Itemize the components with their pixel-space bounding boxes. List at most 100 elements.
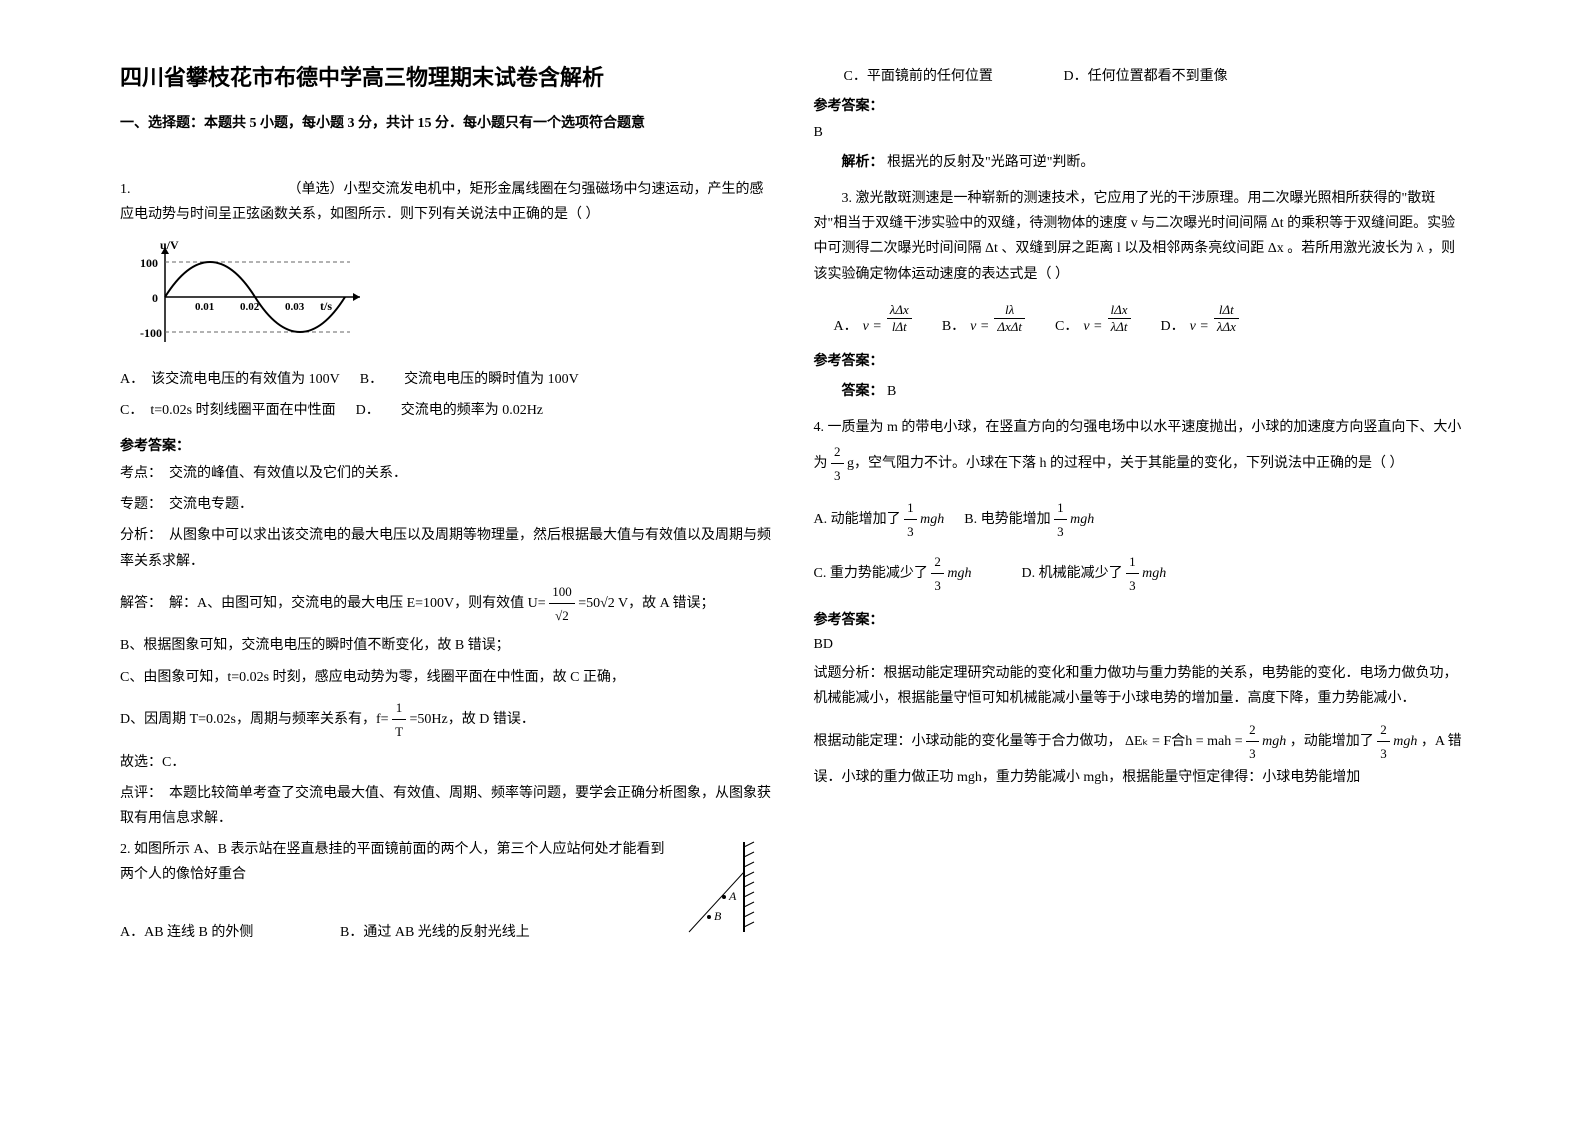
q4-optA: A. 动能增加了 13 mgh bbox=[814, 496, 945, 544]
line2-eq: ΔEₖ = F合h = mah = bbox=[1125, 734, 1243, 749]
chart-ylabel: u/V bbox=[160, 238, 179, 252]
question-1: 1. （单选）小型交流发电机中，矩形金属线圈在匀强磁场中匀速运动，产生的感应电动… bbox=[120, 177, 774, 423]
opt-label: B． bbox=[942, 315, 965, 335]
frac-den: λΔx bbox=[1214, 319, 1239, 335]
q4-analysis: 试题分析：根据动能定理研究动能的变化和重力做功与重力势能的关系，电势能的变化．电… bbox=[814, 661, 1468, 790]
q1-answer-label: 参考答案： bbox=[120, 435, 774, 455]
q1-lineD-post: =50Hz，故 D 错误． bbox=[410, 712, 535, 727]
right-column: C．平面镜前的任何位置 D．任何位置都看不到重像 参考答案： B 解析： 根据光… bbox=[794, 60, 1488, 1082]
q1-jieda-post: V，故 A 错误； bbox=[618, 596, 714, 611]
q1-optD: D． 交流电的频率为 0.02Hz bbox=[356, 398, 543, 423]
label-B: B bbox=[714, 909, 722, 923]
q4-number: 4. bbox=[814, 420, 825, 435]
opt-label: D． bbox=[1161, 315, 1185, 335]
frac-den: 3 bbox=[1377, 742, 1390, 765]
q1-lineD: D、因周期 T=0.02s，周期与频率关系有，f= 1 T =50Hz，故 D … bbox=[120, 696, 774, 744]
opt-pre: A. 动能增加了 bbox=[814, 512, 901, 527]
q1-jieda-A: 解答： 解：A、由图可知，交流电的最大电压 E=100V，则有效值 U= 100… bbox=[120, 580, 774, 628]
q2-text: 如图所示 A、B 表示站在竖直悬挂的平面镜前面的两个人，第三个人应站何处才能看到… bbox=[120, 842, 664, 882]
q3-answer: B bbox=[887, 384, 896, 399]
frac-num: 2 bbox=[1246, 718, 1259, 742]
frac-den: λΔt bbox=[1108, 319, 1131, 335]
opt-post: mgh bbox=[920, 512, 944, 527]
frac-den: 3 bbox=[1126, 574, 1139, 597]
frac-num: 1 bbox=[1054, 496, 1067, 520]
chart-xtick1: 0.01 bbox=[195, 301, 214, 313]
point-B bbox=[707, 915, 711, 919]
q1-jieda-frac: 100 √2 bbox=[549, 580, 575, 628]
q1-lineD-frac: 1 T bbox=[392, 696, 406, 744]
q2-optB: B．通过 AB 光线的反射光线上 bbox=[340, 920, 530, 945]
q1-jieda-result: =50√2 bbox=[578, 596, 615, 611]
frac-num: lλ bbox=[994, 302, 1025, 319]
q1-analysis: 考点： 交流的峰值、有效值以及它们的关系． 专题： 交流电专题． 分析： 从图象… bbox=[120, 461, 774, 831]
q2-diagram: A B bbox=[684, 837, 774, 946]
q3-text: 3. 激光散斑测速是一种崭新的测速技术，它应用了光的干涉原理。用二次曝光照相所获… bbox=[814, 186, 1468, 287]
q3-number: 3. bbox=[842, 191, 853, 206]
q1-dianping: 点评： 本题比较简单考查了交流电最大值、有效值、周期、频率等问题，要学会正确分析… bbox=[120, 781, 774, 831]
line2-pre: 根据动能定理：小球动能的变化量等于合力做功， bbox=[814, 734, 1122, 749]
frac-den: ΔxΔt bbox=[994, 319, 1025, 335]
frac-num: lΔx bbox=[1108, 302, 1131, 319]
q1-number: 1. bbox=[120, 182, 131, 197]
chart-ymax: 100 bbox=[140, 256, 158, 270]
q1-optB: B． 交流电电压的瞬时值为 100V bbox=[360, 367, 579, 392]
q2-jiexi-label: 解析： bbox=[842, 155, 884, 170]
q3-answer-prefix: 答案： bbox=[842, 384, 884, 399]
opt-label: C． bbox=[1055, 315, 1078, 335]
q3-text-p1: 激光散斑测速是一种崭新的测速技术，它应用了光的干涉原理。用二次曝光照相所获得的"… bbox=[814, 191, 1456, 282]
chart-xtick2: 0.02 bbox=[240, 301, 260, 313]
frac-den: 3 bbox=[904, 520, 917, 543]
opt-label: A． bbox=[834, 315, 858, 335]
q4-optD: D. 机械能减少了 13 mgh bbox=[1021, 550, 1166, 598]
q4-fenxi: 试题分析：根据动能定理研究动能的变化和重力做功与重力势能的关系，电势能的变化．电… bbox=[814, 661, 1468, 711]
q2-number: 2. bbox=[120, 842, 131, 857]
line2-post2: mgh bbox=[1393, 734, 1417, 749]
label-A: A bbox=[728, 889, 737, 903]
q2-optD: D．任何位置都看不到重像 bbox=[1064, 65, 1228, 85]
q1-fenxi: 分析： 从图象中可以求出该交流电的最大电压以及周期等物理量，然后根据最大值与有效… bbox=[120, 523, 774, 573]
q1-optC: C． t=0.02s 时刻线圈平面在中性面 bbox=[120, 398, 336, 423]
frac-den: √2 bbox=[549, 604, 575, 627]
q2-jiexi-text: 根据光的反射及"光路可逆"判断。 bbox=[887, 155, 1094, 170]
chart-xlabel: t/s bbox=[320, 299, 332, 313]
q4-text: 4. 一质量为 m 的带电小球，在竖直方向的匀强电场中以水平速度抛出，小球的加速… bbox=[814, 415, 1468, 488]
q4-answer: BD bbox=[814, 637, 1468, 653]
question-3: 3. 激光散斑测速是一种崭新的测速技术，它应用了光的干涉原理。用二次曝光照相所获… bbox=[814, 186, 1468, 287]
q1-optA: A． 该交流电电压的有效值为 100V bbox=[120, 367, 340, 392]
q4-text-mid: g，空气阻力不计。小球在下落 h 的过程中，关于其能量的变化，下列说法中正确的是… bbox=[847, 456, 1404, 471]
q4-optC: C. 重力势能减少了 23 mgh bbox=[814, 550, 972, 598]
frac-den: 3 bbox=[1246, 742, 1259, 765]
chart-xarrow bbox=[353, 293, 360, 301]
frac-num: lΔt bbox=[1214, 302, 1239, 319]
document-title: 四川省攀枝花市布德中学高三物理期末试卷含解析 bbox=[120, 60, 774, 92]
q1-lineB: B、根据图象可知，交流电电压的瞬时值不断变化，故 B 错误； bbox=[120, 633, 774, 658]
q3-optA: A． v = λΔx lΔt bbox=[834, 302, 912, 335]
q3-answer-label: 参考答案： bbox=[814, 350, 1468, 370]
section-header: 一、选择题：本题共 5 小题，每小题 3 分，共计 15 分．每小题只有一个选项… bbox=[120, 112, 774, 132]
chart-origin: 0 bbox=[152, 291, 158, 305]
question-2: A B 2. 如图所示 A、B 表示站在竖直悬挂的平面镜前面的两个人，第三个人应… bbox=[120, 837, 774, 945]
frac-num: 1 bbox=[1126, 550, 1139, 574]
chart-xtick3: 0.03 bbox=[285, 301, 305, 313]
q3-optB: B． v = lλ ΔxΔt bbox=[942, 302, 1025, 335]
line2-mid: mgh bbox=[1262, 734, 1286, 749]
opt-post: mgh bbox=[1142, 566, 1166, 581]
frac-num: 1 bbox=[904, 496, 917, 520]
q1-chart: u/V 100 0 -100 0.01 0.02 0.03 t/s bbox=[140, 237, 774, 356]
q2-optA: A．AB 连线 B 的外侧 bbox=[120, 920, 320, 945]
q4-line2: 根据动能定理：小球动能的变化量等于合力做功， ΔEₖ = F合h = mah =… bbox=[814, 718, 1468, 791]
q1-guxuan: 故选：C． bbox=[120, 750, 774, 775]
line2-post1: ，动能增加了 bbox=[1290, 734, 1374, 749]
q3-options: A． v = λΔx lΔt B． v = lλ ΔxΔt C． v = lΔx… bbox=[834, 302, 1468, 335]
frac-num: 1 bbox=[392, 696, 406, 720]
q4-optB: B. 电势能增加 13 mgh bbox=[964, 496, 1094, 544]
frac-num: 2 bbox=[931, 550, 944, 574]
frac-den: 3 bbox=[1054, 520, 1067, 543]
q1-text: （单选）小型交流发电机中，矩形金属线圈在匀强磁场中匀速运动，产生的感应电动势与时… bbox=[120, 182, 764, 222]
q3-answer-line: 答案： B bbox=[814, 380, 1468, 400]
frac-den: 3 bbox=[931, 574, 944, 597]
q3-optC: C． v = lΔx λΔt bbox=[1055, 302, 1131, 335]
frac-num: 100 bbox=[549, 580, 575, 604]
q2-optC: C．平面镜前的任何位置 bbox=[844, 65, 1044, 85]
